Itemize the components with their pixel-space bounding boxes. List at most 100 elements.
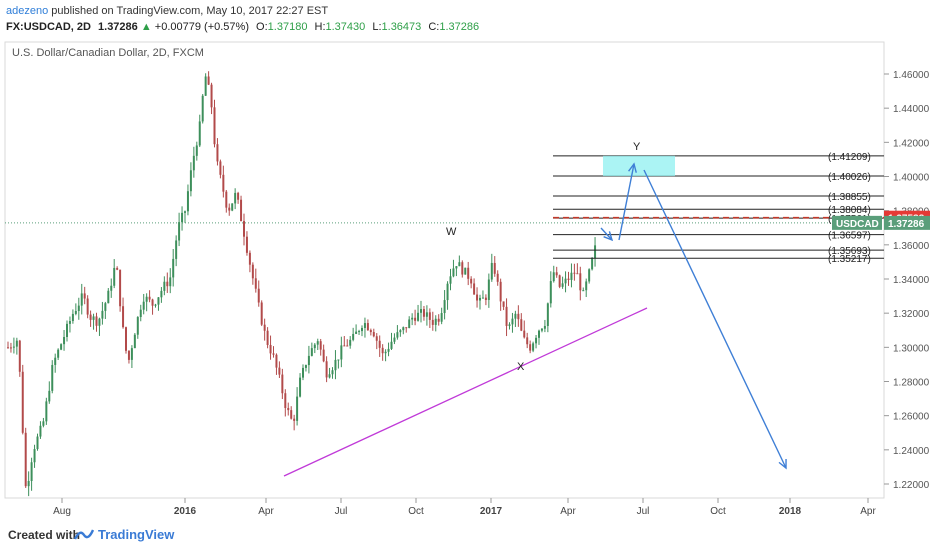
trendline xyxy=(283,307,648,477)
candle-body xyxy=(299,377,302,397)
candle-body xyxy=(431,319,434,325)
fib-level-label: (1.40026) xyxy=(828,172,871,183)
candle-body xyxy=(213,107,216,145)
candle-body xyxy=(535,337,538,344)
candle-body xyxy=(101,310,104,319)
pattern-label-w: W xyxy=(446,226,457,238)
candle-body xyxy=(487,279,490,300)
candle-body xyxy=(304,365,307,368)
candle-body xyxy=(352,333,355,340)
candle-body xyxy=(443,300,446,314)
candle-body xyxy=(36,436,39,450)
candle-body xyxy=(15,340,18,347)
candle-body xyxy=(122,306,125,328)
symbol-label: FX:USDCAD, 2D xyxy=(6,21,91,33)
fib-level-label: (1.41209) xyxy=(828,152,871,163)
candle-body xyxy=(175,240,178,259)
candle-body xyxy=(378,340,381,348)
candle-body xyxy=(302,367,304,378)
candle-body xyxy=(54,357,57,365)
author-link[interactable]: adezeno xyxy=(6,5,49,17)
candle-body xyxy=(470,278,473,284)
open-label: O: xyxy=(256,21,268,33)
candle-body xyxy=(198,121,201,146)
candle-body xyxy=(222,174,225,192)
candle-body xyxy=(7,347,9,349)
published-text: published on TradingView.com, May 10, 20… xyxy=(51,5,329,17)
candle-body xyxy=(210,84,213,108)
candle-body xyxy=(399,330,402,333)
candle-body xyxy=(95,316,98,326)
candle-body xyxy=(363,323,366,328)
y-tick-label: 1.28000 xyxy=(893,378,930,389)
candle-body xyxy=(532,343,535,351)
candle-body xyxy=(110,285,113,291)
candle-body xyxy=(328,374,331,378)
candle-body xyxy=(260,302,263,325)
candle-body xyxy=(484,297,487,300)
candle-body xyxy=(573,272,576,274)
y-tick-label: 1.46000 xyxy=(893,70,930,81)
high-label: H: xyxy=(314,21,326,33)
candle-body xyxy=(234,192,237,204)
candle-body xyxy=(30,462,33,481)
candle-body xyxy=(411,317,414,320)
chart-area[interactable]: U.S. Dollar/Canadian Dollar, 2D, FXCM (1… xyxy=(0,40,932,518)
candle-body xyxy=(145,296,148,302)
candle-body xyxy=(361,327,363,332)
price-chart[interactable]: U.S. Dollar/Canadian Dollar, 2D, FXCM (1… xyxy=(0,40,932,518)
candle-body xyxy=(493,262,496,274)
candle-body xyxy=(163,281,166,291)
target-zone xyxy=(603,155,675,177)
symbol-tag-label: USDCAD xyxy=(836,219,879,230)
candle-body xyxy=(496,273,499,282)
candle-body xyxy=(576,273,579,275)
candle-body xyxy=(263,324,266,331)
candle-body xyxy=(428,312,431,320)
candle-body xyxy=(405,327,408,329)
candle-body xyxy=(80,293,83,306)
candle-body xyxy=(83,293,86,299)
candle-body xyxy=(514,313,517,319)
candle-body xyxy=(390,341,393,349)
open-value: 1.37180 xyxy=(267,21,308,33)
candle-body xyxy=(243,221,245,237)
candle-body xyxy=(396,332,399,338)
y-tick-label: 1.30000 xyxy=(893,343,930,354)
candle-body xyxy=(113,267,116,286)
candle-body xyxy=(9,347,12,349)
footer: Created with TradingView xyxy=(0,520,932,550)
candle-body xyxy=(481,297,484,299)
candle-body xyxy=(558,275,561,287)
candle-body xyxy=(278,367,281,375)
candle-body xyxy=(358,331,361,333)
candle-body xyxy=(446,283,449,301)
candle-body xyxy=(48,390,51,402)
candle-body xyxy=(42,421,45,426)
candle-body xyxy=(331,370,334,375)
candle-body xyxy=(594,245,597,259)
candle-body xyxy=(130,348,133,360)
fib-level-label: (1.36597) xyxy=(828,231,871,242)
candle-body xyxy=(192,155,195,171)
candle-body xyxy=(517,313,520,320)
x-tick-label: Jul xyxy=(637,506,650,517)
low-label: L: xyxy=(372,21,382,33)
last-price: 1.37286 xyxy=(98,21,138,33)
candle-body xyxy=(166,281,169,287)
candle-body xyxy=(24,432,27,487)
candle-body xyxy=(71,313,74,322)
fib-level-label: (1.35217) xyxy=(828,254,871,265)
candle-body xyxy=(104,303,107,311)
pattern-label-x: X xyxy=(517,361,525,373)
candle-body xyxy=(186,191,189,212)
tradingview-brand[interactable]: TradingView xyxy=(98,527,175,542)
candle-body xyxy=(490,262,493,280)
candle-body xyxy=(219,161,222,175)
candle-body xyxy=(228,207,231,211)
current-price-box xyxy=(884,215,930,230)
arrow-down xyxy=(643,169,787,469)
candle-body xyxy=(107,290,110,304)
candle-body xyxy=(266,330,269,345)
candle-body xyxy=(127,350,130,360)
